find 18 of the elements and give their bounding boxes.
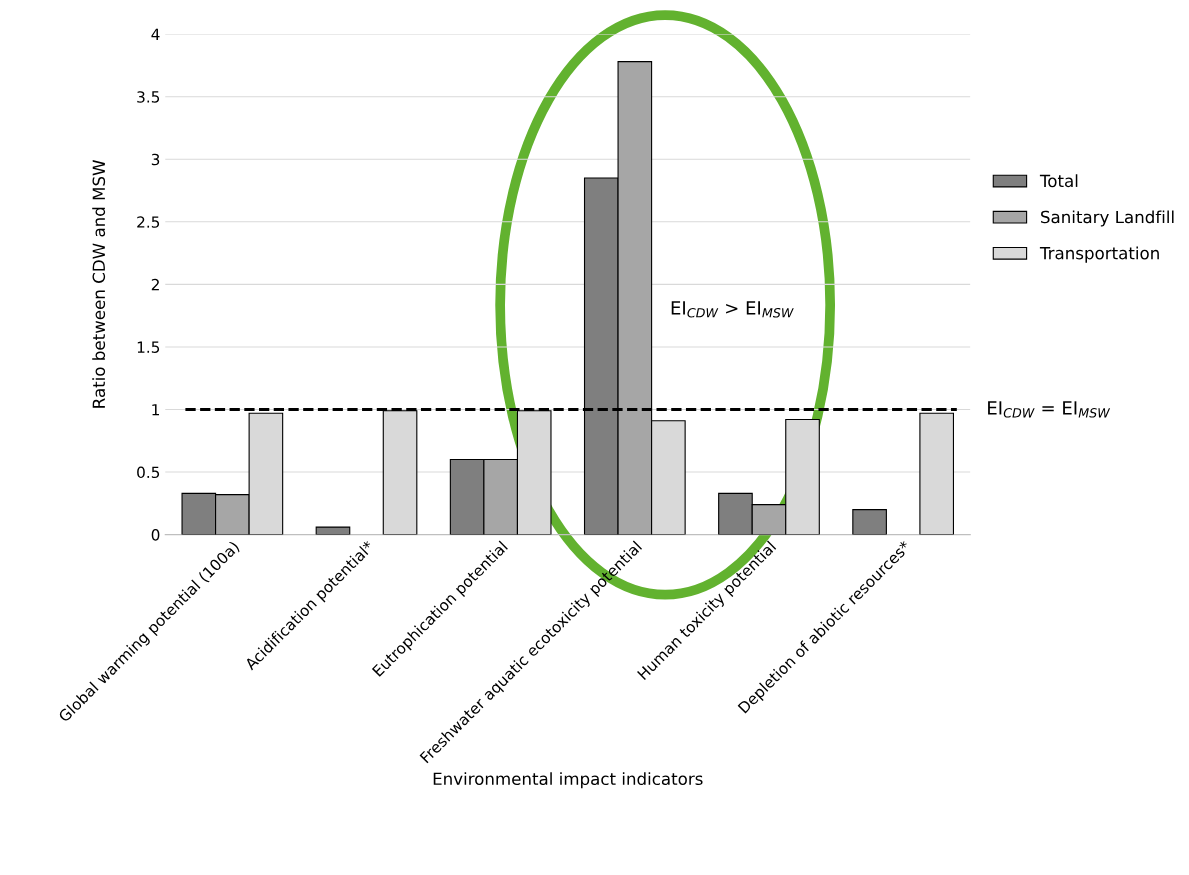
x-axis-title: Environmental impact indicators bbox=[433, 772, 703, 789]
y-tick-label: 2.5 bbox=[137, 216, 160, 228]
y-tick-label: 3 bbox=[151, 153, 160, 166]
bar bbox=[315, 526, 351, 535]
bar bbox=[852, 509, 887, 535]
y-axis-title: Ratio between CDW and MSW bbox=[92, 160, 106, 408]
legend-label: Sanitary Landfill bbox=[1041, 210, 1174, 227]
y-tick-label: 4 bbox=[151, 28, 160, 40]
y-tick-label: 1 bbox=[152, 404, 159, 416]
legend-label: Total bbox=[1039, 174, 1078, 188]
legend-label: Transportation bbox=[1039, 246, 1159, 263]
y-tick-label: 1.5 bbox=[137, 341, 160, 353]
y-tick-label: 2 bbox=[151, 278, 159, 291]
y-tick-label: 0.5 bbox=[137, 466, 160, 479]
y-tick-label: 3.5 bbox=[137, 91, 160, 103]
annotation: EI$_{CDW}$ > EI$_{MSW}$ bbox=[671, 301, 794, 318]
ref-line-label: EI$_{CDW}$ = EI$_{MSW}$ bbox=[988, 401, 1111, 418]
y-tick-label: 0 bbox=[151, 529, 160, 541]
